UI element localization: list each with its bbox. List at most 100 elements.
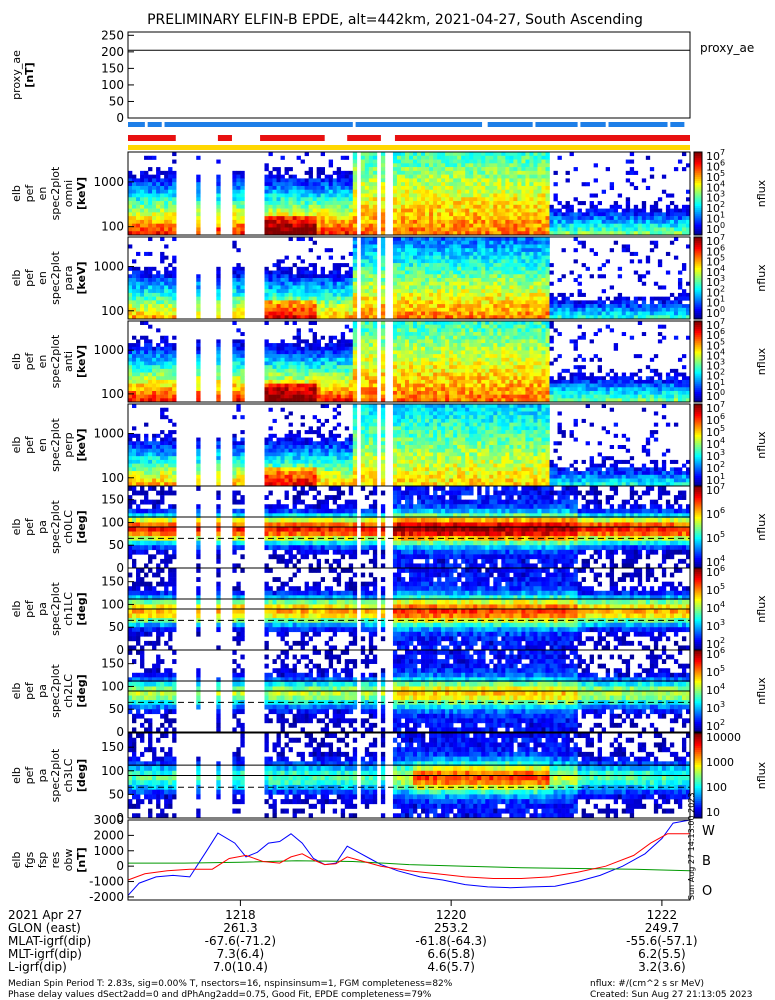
spectrogram-cell — [565, 216, 570, 221]
spectrogram-cell — [128, 300, 133, 305]
spectrogram-cell — [469, 259, 474, 264]
spectrogram-cell — [132, 231, 137, 236]
spectrogram-cell — [517, 251, 522, 256]
spectrogram-cell — [336, 387, 342, 392]
spectrogram-cell — [409, 212, 414, 217]
spectrogram-cell — [613, 216, 619, 221]
spectrogram-cell — [561, 300, 566, 305]
spectrogram-cell — [296, 332, 301, 337]
spectrogram-cell — [497, 300, 502, 305]
spectrogram-cell — [236, 354, 241, 359]
spectrogram-cell — [445, 174, 450, 179]
spectrogram-cell — [144, 368, 149, 373]
spectrogram-cell — [292, 379, 297, 384]
spectrogram-cell — [404, 365, 410, 370]
spectrogram-cell — [441, 208, 446, 213]
spectrogram-cell — [537, 204, 542, 209]
spectrogram-cell — [497, 240, 502, 245]
spectrogram-cell — [437, 155, 442, 160]
spectrogram-cell — [404, 372, 410, 377]
spectrogram-cell — [312, 376, 317, 381]
spectrogram-cell — [172, 368, 177, 373]
spectrogram-cell — [232, 174, 237, 179]
spectrogram-cell — [236, 361, 241, 366]
spectrogram-cell — [477, 174, 482, 179]
spectrogram-cell — [340, 263, 346, 268]
spectrogram-cell — [400, 185, 406, 191]
spectrogram-cell — [505, 259, 510, 264]
spectrogram-cell — [264, 163, 269, 168]
spectrogram-cell — [473, 296, 478, 301]
spectrogram-cell — [368, 311, 374, 316]
spectrogram-cell — [236, 357, 241, 362]
spectrogram-cell — [400, 350, 406, 355]
spectrogram-cell — [272, 201, 277, 206]
spectrogram-cell — [288, 368, 293, 373]
spectrogram-cell — [404, 212, 410, 217]
spectrogram-cell — [404, 332, 410, 337]
spectrogram-cell — [304, 361, 309, 366]
spectrogram-cell — [320, 274, 325, 279]
spectrogram-cell — [509, 285, 514, 290]
spectrogram-cell — [320, 365, 325, 370]
spectrogram-cell — [268, 274, 273, 279]
spectrogram-cell — [469, 237, 474, 242]
spectrogram-cell — [441, 201, 446, 206]
spectrogram-cell — [561, 307, 566, 312]
spectrogram-cell — [621, 219, 627, 224]
spectrogram-cell — [441, 216, 446, 221]
spectrogram-cell — [272, 185, 277, 191]
spectrogram-cell — [152, 231, 157, 236]
spectrogram-cell — [641, 311, 647, 316]
spectrogram-cell — [513, 251, 518, 256]
spectrogram-cell — [332, 219, 338, 224]
spectrogram-cell — [316, 339, 321, 344]
spectrogram-cell — [136, 343, 141, 348]
spectrogram-cell — [585, 231, 590, 236]
spectrogram-cell — [421, 361, 426, 366]
spectrogram-cell — [453, 263, 458, 268]
spectrogram-cell — [681, 289, 687, 294]
spectrogram-cell — [677, 159, 683, 164]
spectrogram-cell — [400, 390, 406, 395]
spectrogram-cell — [380, 361, 386, 366]
spectrogram-cell — [272, 346, 277, 351]
spectrogram-cell — [152, 300, 157, 305]
spectrogram-cell — [581, 315, 586, 320]
spectrogram-cell — [553, 170, 558, 175]
spectrogram-cell — [296, 270, 301, 275]
spectrogram-cell — [461, 182, 466, 187]
spectrogram-cell — [288, 285, 293, 290]
spectrogram-cell — [400, 339, 406, 344]
spectrogram-cell — [240, 227, 245, 232]
yellow-status-bar — [128, 145, 690, 150]
spectrogram-cell — [352, 394, 358, 399]
spectrogram-cell — [457, 270, 462, 275]
spectrogram-cell — [316, 182, 321, 187]
spectrogram-cell — [348, 296, 354, 301]
spectrogram-cell — [396, 339, 402, 344]
spectrogram-cell — [593, 163, 598, 168]
spectrogram-cell — [156, 231, 161, 236]
spectrogram-cell — [465, 170, 470, 175]
spectrogram-cell — [276, 346, 281, 351]
spectrogram-cell — [364, 223, 370, 228]
spectrogram-cell — [380, 332, 386, 337]
spectrogram-cell — [461, 285, 466, 290]
spectrogram-cell — [216, 159, 221, 164]
colorbar-cell — [694, 152, 702, 155]
colorbar-cell — [694, 185, 702, 188]
spectrogram-cell — [521, 201, 526, 206]
spectrogram-cell — [296, 296, 301, 301]
spectrogram-cell — [360, 263, 366, 268]
spectrogram-cell — [328, 182, 334, 187]
spectrogram-cell — [304, 368, 309, 373]
spectrogram-cell — [156, 307, 161, 312]
spectrogram-cell — [240, 178, 245, 183]
spectrogram-cell — [392, 292, 398, 297]
spectrogram-cell — [417, 292, 422, 297]
spectrogram-cell — [368, 292, 374, 297]
spectrogram-cell — [425, 346, 430, 351]
spectrogram-cell — [429, 368, 434, 373]
spectrogram-cell — [368, 237, 374, 242]
